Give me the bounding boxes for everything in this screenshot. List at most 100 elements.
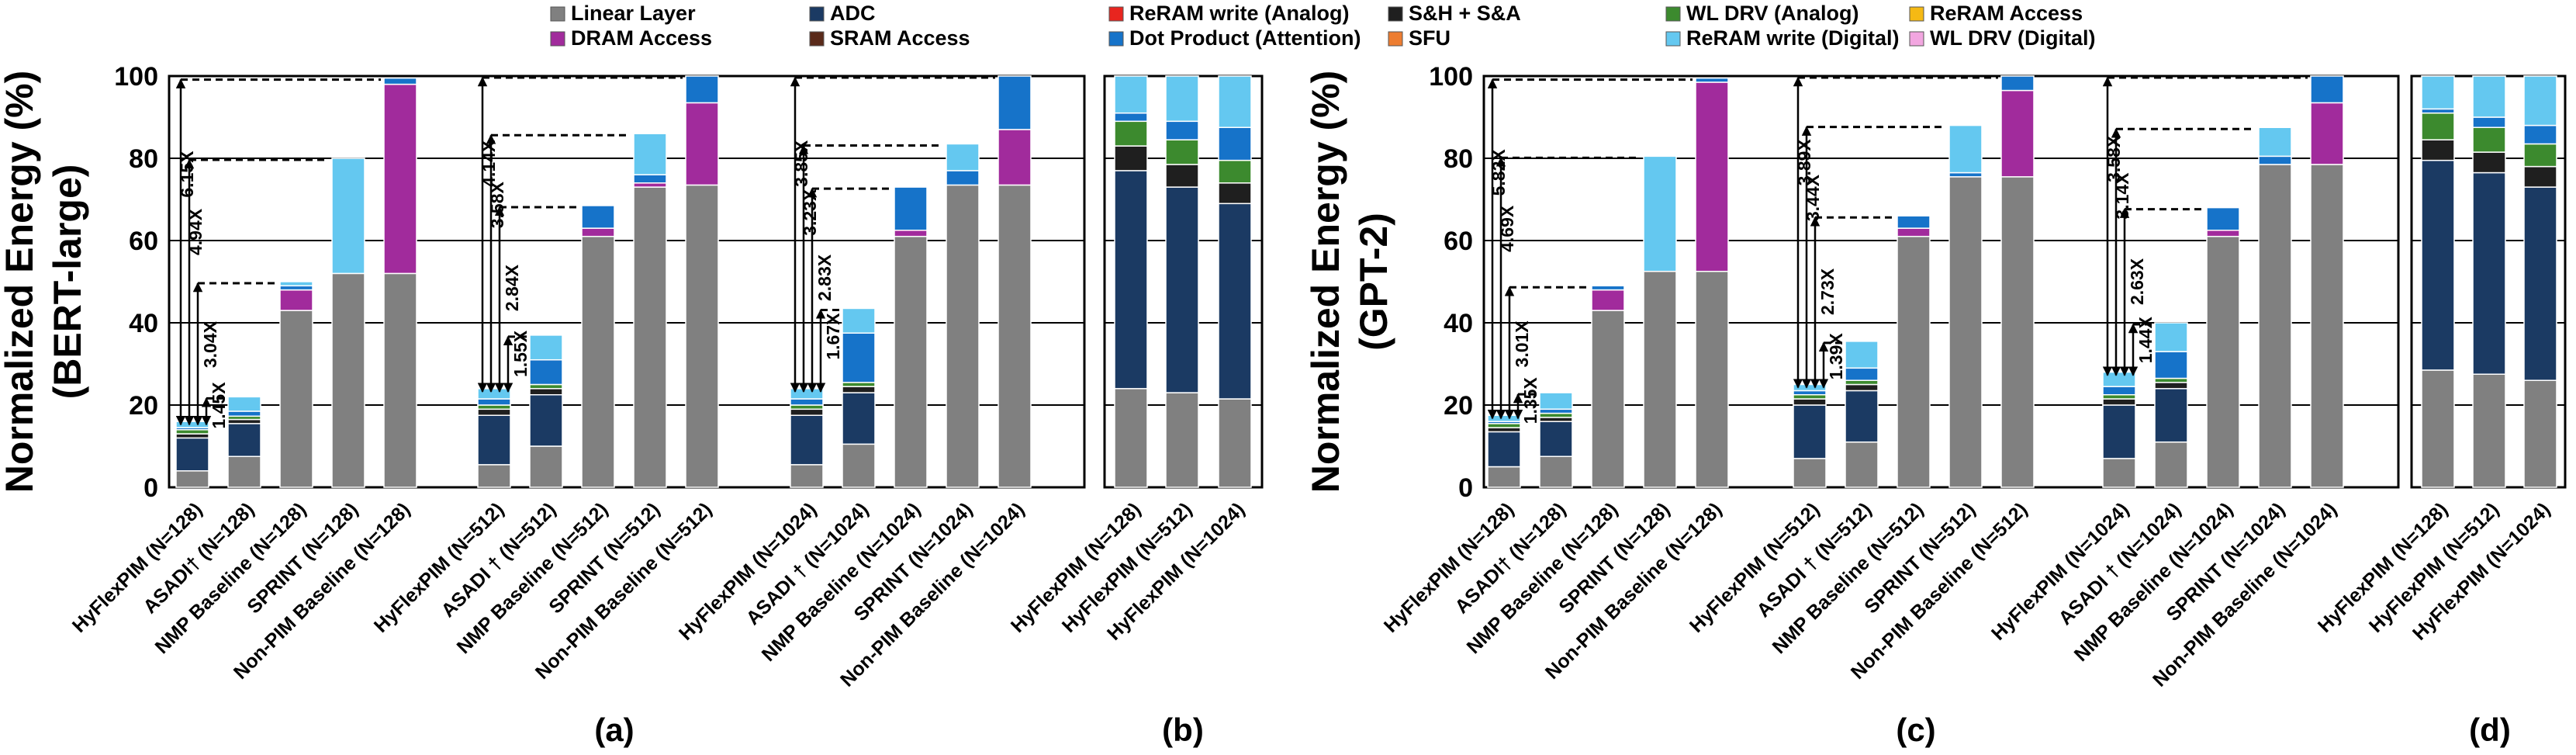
bar-segment-dram bbox=[2206, 230, 2240, 237]
bar-group-hyflexpim: HyFlexPIM (N=128)HyFlexPIM (N=512)HyFlex… bbox=[2314, 75, 2557, 645]
stacked-bar bbox=[227, 396, 261, 488]
bar-segment-dram bbox=[998, 129, 1032, 186]
legend-label: WL DRV (Digital) bbox=[1930, 26, 2096, 50]
bar-segment-reram_digital bbox=[2421, 75, 2455, 110]
legend-swatch bbox=[1388, 31, 1403, 47]
speedup-label: 3.44X bbox=[1803, 174, 1823, 221]
bar-segment-linear bbox=[1487, 466, 1521, 488]
bar-segment-reram_digital bbox=[2523, 75, 2557, 126]
bar-segment-linear bbox=[529, 445, 563, 488]
bar-segment-reram_digital bbox=[946, 143, 980, 171]
legend-item-dram: DRAM Access bbox=[550, 26, 712, 50]
stacked-bar bbox=[842, 307, 876, 488]
speedup-annotation: 3.01X bbox=[1504, 286, 1589, 420]
legend-label: S&H + S&A bbox=[1409, 2, 1521, 25]
bar-segment-linear bbox=[790, 464, 824, 488]
bar-segment-linear bbox=[1165, 392, 1199, 488]
speedup-annotation: 1.45X bbox=[201, 382, 229, 429]
bar-segment-wl_analog bbox=[1539, 412, 1573, 418]
bar-segment-reram_digital bbox=[1218, 75, 1252, 128]
speedup-label: 1.55X bbox=[510, 330, 531, 377]
stacked-bar bbox=[946, 143, 980, 488]
speedup-label: 1.39X bbox=[1826, 333, 1846, 380]
bar-segment-linear bbox=[2472, 373, 2506, 488]
speedup-annotation: 4.69X bbox=[1495, 156, 1641, 420]
bar-segment-dot bbox=[477, 398, 511, 406]
bar-group-1: HyFlexPIM (N=512)ASADI † (N=512)NMP Base… bbox=[370, 75, 719, 684]
bar-segment-linear bbox=[1643, 271, 1677, 488]
bar-segment-dot bbox=[894, 186, 928, 231]
legend-swatch bbox=[1909, 6, 1924, 22]
speedup-label: 2.63X bbox=[2127, 258, 2147, 305]
bar-segment-adc bbox=[2154, 388, 2188, 443]
stacked-bar bbox=[2154, 322, 2188, 488]
bar-segment-linear bbox=[1539, 455, 1573, 488]
speedup-label: 1.45X bbox=[209, 382, 229, 429]
bar-segment-wl_analog bbox=[790, 404, 824, 410]
bar-segment-dot bbox=[2206, 206, 2240, 231]
speedup-annotation: 4.94X bbox=[184, 158, 329, 426]
bar-segment-wl_analog bbox=[175, 429, 209, 435]
bar-segment-dot bbox=[2000, 75, 2035, 92]
bar-segment-sh bbox=[227, 418, 261, 424]
bar-segment-adc bbox=[1793, 404, 1827, 459]
bar-segment-sh bbox=[790, 408, 824, 416]
bar-segment-linear bbox=[227, 455, 261, 488]
y-tick-label: 80 bbox=[1444, 144, 1473, 174]
bar-segment-dot bbox=[2421, 108, 2455, 114]
y-axis-title-line: Normalized Energy (%) bbox=[1304, 71, 1347, 494]
bar-segment-adc bbox=[2472, 171, 2506, 376]
bar-segment-linear bbox=[1793, 458, 1827, 488]
bar-segment-dot bbox=[998, 75, 1032, 130]
bar-segment-adc bbox=[227, 423, 261, 457]
bar-segment-reram_digital bbox=[842, 307, 876, 334]
bar-segment-dot bbox=[1165, 120, 1199, 140]
stacked-bar bbox=[1591, 285, 1625, 488]
bar-segment-reram_digital bbox=[331, 158, 365, 275]
bar-segment-dot bbox=[946, 170, 980, 186]
stacked-bar bbox=[2472, 75, 2506, 488]
panel-label: (a) bbox=[594, 712, 634, 748]
stacked-bar bbox=[331, 158, 365, 488]
legend-label: Dot Product (Attention) bbox=[1129, 26, 1361, 50]
bar-segment-adc bbox=[2102, 404, 2136, 459]
bar-segment-dot bbox=[1539, 408, 1573, 414]
bar-segment-dram bbox=[1695, 81, 1729, 272]
bar-segment-dot bbox=[1591, 285, 1625, 291]
bar-segment-dram bbox=[633, 182, 667, 188]
bar-segment-linear bbox=[1114, 388, 1148, 488]
bar-group-0: HyFlexPIM (N=128)ASADI† (N=128)NMP Basel… bbox=[1380, 77, 1729, 684]
y-tick-label: 60 bbox=[129, 227, 158, 256]
stacked-bar bbox=[894, 186, 928, 488]
bar-segment-linear bbox=[2000, 176, 2035, 488]
bar-segment-wl_analog bbox=[529, 383, 563, 390]
bar-segment-linear bbox=[2310, 164, 2344, 488]
bar-segment-adc bbox=[2523, 186, 2557, 381]
panel-label: (d) bbox=[2469, 712, 2511, 748]
bar-segment-adc bbox=[477, 414, 511, 466]
speedup-annotation: 1.67X bbox=[815, 308, 843, 393]
bar-segment-dot bbox=[279, 285, 313, 291]
speedup-annotation: 2.63X bbox=[2119, 208, 2204, 376]
bar-group-hyflexpim: HyFlexPIM (N=128)HyFlexPIM (N=512)HyFlex… bbox=[1007, 75, 1252, 645]
y-tick-label: 0 bbox=[143, 473, 158, 503]
bar-group-2: HyFlexPIM (N=1024)ASADI † (N=1024)NMP Ba… bbox=[1987, 75, 2344, 691]
bar-segment-linear bbox=[1591, 310, 1625, 488]
bar-segment-sh bbox=[1487, 427, 1521, 433]
legend-item-reram_access: ReRAM Access bbox=[1909, 2, 2083, 25]
legend-swatch bbox=[1108, 6, 1124, 22]
bar-segment-reram_digital bbox=[279, 281, 313, 287]
speedup-label: 3.58X bbox=[487, 181, 507, 228]
stacked-bar bbox=[685, 75, 719, 488]
y-axis-title-line: Normalized Energy (%) bbox=[0, 71, 41, 494]
bar-segment-dram bbox=[685, 102, 719, 186]
legend-label: ADC bbox=[830, 2, 876, 25]
bar-group-1: HyFlexPIM (N=512)ASADI † (N=512)NMP Base… bbox=[1686, 75, 2035, 684]
legend-label: SRAM Access bbox=[830, 26, 970, 50]
bar-segment-reram_digital bbox=[2472, 75, 2506, 118]
bar-segment-wl_analog bbox=[477, 404, 511, 410]
bar-segment-wl_analog bbox=[2472, 126, 2506, 153]
bar-segment-linear bbox=[894, 235, 928, 488]
bar-segment-dot bbox=[529, 358, 563, 386]
